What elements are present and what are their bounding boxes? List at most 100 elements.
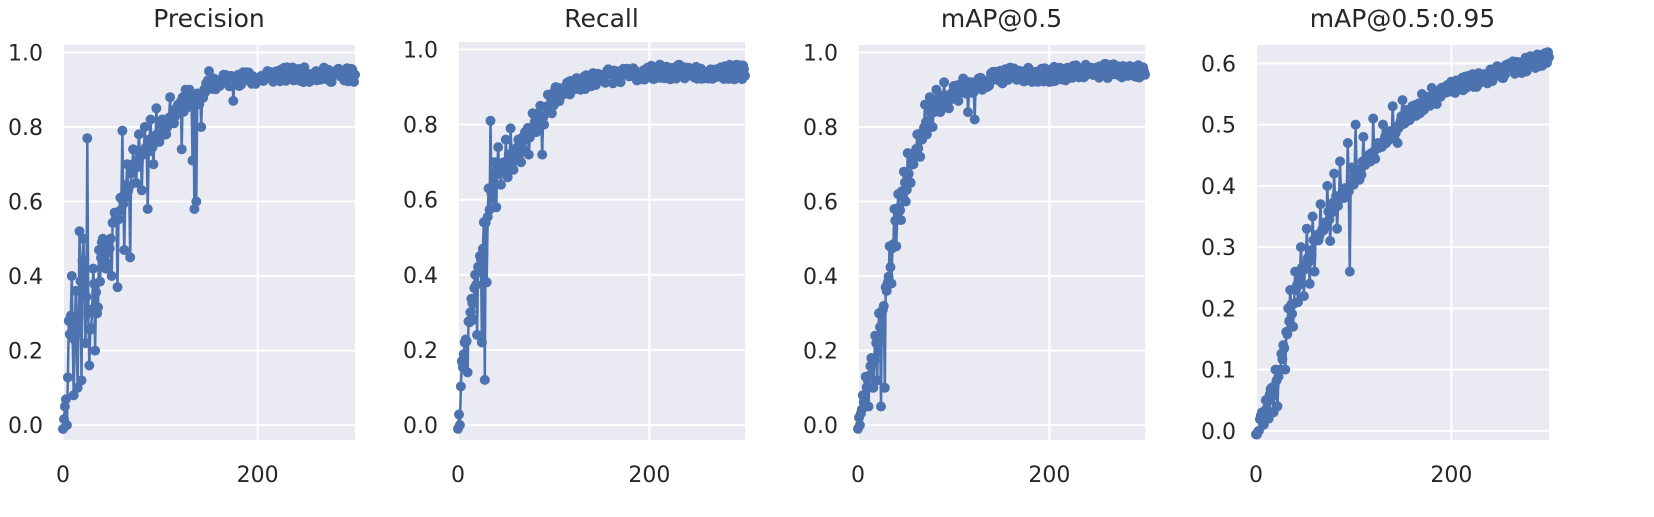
recall-data-point: [615, 77, 626, 88]
map50-x-tick-label: 0: [851, 463, 865, 488]
precision-data-point: [112, 282, 123, 293]
recall-data-point: [455, 381, 466, 392]
precision-y-tick-label: 1.0: [8, 41, 43, 66]
recall-data-point: [461, 336, 472, 347]
map50-95-y-tick-label: 0.4: [1201, 175, 1236, 200]
precision-data-point: [176, 144, 187, 155]
map50-plot-area: [858, 45, 1145, 440]
precision-data-point: [350, 69, 360, 80]
map50-95-y-tick-label: 0.6: [1201, 52, 1236, 77]
recall-y-tick-label: 0.4: [403, 264, 438, 289]
map50-data-point: [875, 322, 885, 332]
map50-95-data-point: [1315, 199, 1326, 210]
precision-data-point: [101, 258, 112, 268]
recall-plot-area: [458, 42, 745, 440]
map50-data-point: [864, 370, 875, 381]
map50-95-data-point: [1342, 138, 1353, 148]
map50-data-point: [908, 159, 919, 170]
precision-chart: Precision 0.0 0.2 0.4 0.6 0.8 1.0 0 200: [8, 4, 360, 488]
map50-data-point: [969, 114, 980, 125]
precision-data-point: [86, 323, 97, 334]
precision-chart-panel: Precision 0.0 0.2 0.4 0.6 0.8 1.0 0 200: [0, 0, 400, 517]
precision-data-point: [187, 155, 198, 166]
map50-95-data-point: [1294, 274, 1305, 285]
precision-data-point: [60, 394, 71, 405]
recall-data-point: [476, 337, 487, 348]
map50-95-data-point: [1282, 329, 1293, 340]
recall-data-point: [468, 314, 479, 325]
precision-data-point: [228, 95, 239, 106]
precision-data-point: [62, 372, 73, 383]
precision-data-point: [90, 345, 101, 356]
recall-data-point: [454, 409, 464, 420]
recall-data-point: [508, 164, 519, 175]
recall-y-tick-label: 1.0: [403, 39, 438, 64]
precision-data-point: [66, 271, 77, 281]
precision-y-tick-label: 0.4: [8, 265, 43, 290]
map50-95-data-point: [1350, 119, 1361, 130]
recall-y-tick-label: 0.2: [403, 339, 438, 364]
map50-chart-panel: mAP@0.5 0.0 0.2 0.4 0.6 0.8 1.0 0 200: [800, 0, 1200, 517]
precision-data-point: [191, 196, 202, 207]
map50-x-tick-label: 200: [1028, 463, 1070, 488]
map50-data-point: [859, 389, 870, 400]
map50-95-data-point: [1370, 153, 1381, 164]
precision-data-point: [204, 66, 214, 77]
precision-chart-title: Precision: [153, 4, 265, 33]
map50-data-point: [921, 129, 932, 140]
precision-data-point: [65, 310, 76, 321]
precision-data-point: [84, 360, 95, 371]
precision-data-point: [95, 276, 105, 287]
map50-95-data-point: [1397, 95, 1408, 106]
recall-data-point: [546, 108, 557, 119]
precision-data-point: [113, 214, 124, 225]
recall-data-point: [481, 277, 492, 288]
precision-x-tick-label: 0: [56, 463, 70, 488]
recall-data-point: [485, 115, 496, 126]
map50-data-point: [876, 401, 886, 412]
recall-data-point: [740, 70, 750, 81]
map50-data-point: [895, 205, 906, 216]
recall-x-tick-label: 200: [628, 463, 670, 488]
map50-data-point: [953, 95, 964, 106]
map50-95-data-point: [1332, 223, 1343, 234]
precision-data-point: [117, 125, 128, 136]
precision-data-point: [91, 287, 102, 298]
precision-data-point: [105, 233, 116, 244]
map50-data-point: [869, 355, 880, 366]
map50-data-point: [1140, 69, 1150, 80]
map50-95-x-tick-label: 0: [1249, 463, 1263, 488]
precision-data-point: [93, 302, 103, 313]
recall-data-point: [477, 243, 488, 254]
recall-data-point: [458, 349, 469, 360]
recall-data-point: [471, 279, 482, 290]
recall-data-point: [489, 157, 500, 168]
precision-data-point: [88, 263, 99, 274]
precision-data-point: [72, 382, 83, 393]
map50-data-point: [903, 168, 914, 179]
map50-95-data-point: [1368, 113, 1379, 124]
recall-data-point: [523, 149, 534, 160]
map50-95-data-point: [1329, 168, 1340, 179]
precision-data-point: [77, 255, 88, 266]
map50-y-tick-label: 0.0: [803, 414, 838, 439]
map50-95-y-tick-label: 0.1: [1201, 359, 1236, 384]
map50-chart: mAP@0.5 0.0 0.2 0.4 0.6 0.8 1.0 0 200: [803, 4, 1150, 488]
map50-95-data-point: [1280, 364, 1291, 375]
map50-data-point: [891, 241, 902, 252]
map50-data-point: [905, 177, 916, 188]
map50-95-chart-title: mAP@0.5:0.95: [1310, 4, 1495, 33]
map50-data-point: [939, 77, 950, 88]
map50-95-data-point: [1304, 278, 1315, 289]
map50-data-point: [868, 382, 879, 393]
recall-data-point: [465, 307, 476, 318]
precision-data-point: [125, 252, 136, 263]
map50-y-tick-label: 0.4: [803, 265, 838, 290]
precision-data-point: [133, 129, 144, 140]
map50-95-data-point: [1267, 391, 1278, 401]
precision-data-point: [74, 226, 85, 237]
precision-data-point: [73, 312, 84, 323]
recall-data-point: [454, 420, 465, 430]
map50-95-data-point: [1325, 236, 1336, 246]
precision-data-point: [131, 177, 141, 188]
